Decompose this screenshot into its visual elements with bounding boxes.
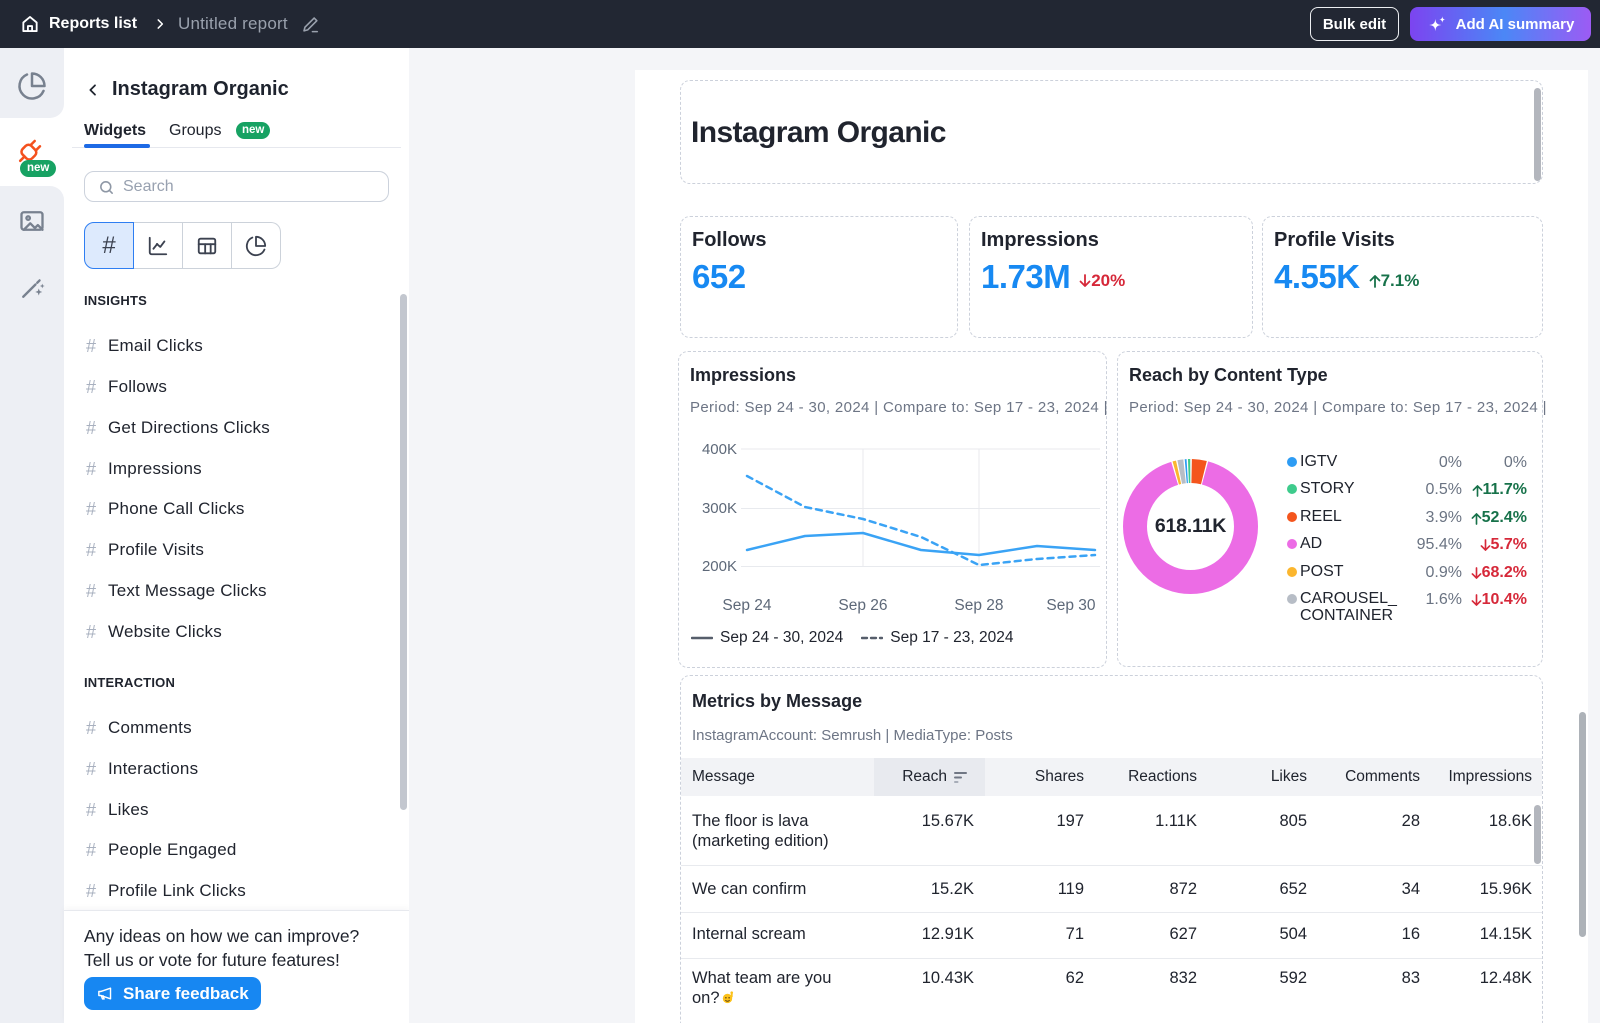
svg-text:Sep 24: Sep 24 xyxy=(722,597,772,614)
svg-text:300K: 300K xyxy=(702,500,737,517)
svg-text:Sep 26: Sep 26 xyxy=(838,597,887,614)
svg-text:Sep 30: Sep 30 xyxy=(1046,597,1096,614)
svg-text:Sep 28: Sep 28 xyxy=(954,597,1003,614)
svg-text:400K: 400K xyxy=(702,441,737,458)
svg-text:200K: 200K xyxy=(702,558,737,575)
